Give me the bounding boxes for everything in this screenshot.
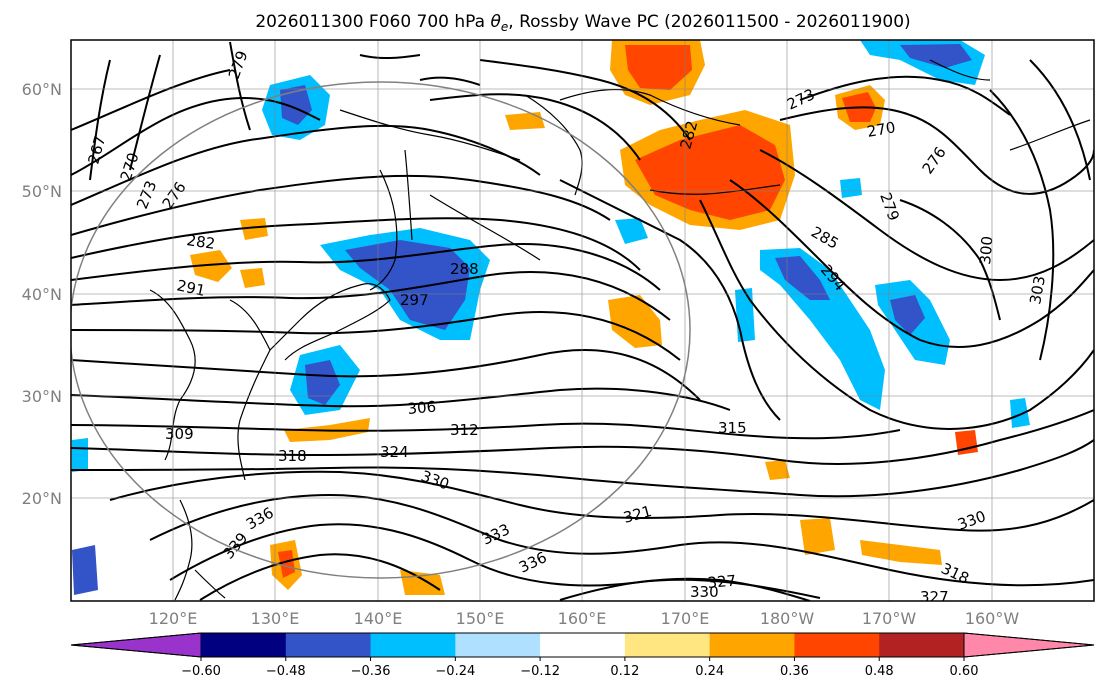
colorbar-tick-label: −0.48 (266, 664, 306, 679)
contour-label: 288 (450, 260, 479, 278)
colorbar-tick-label: −0.36 (351, 664, 391, 679)
contour-label: 300 (976, 235, 996, 265)
colorbar-bin (879, 633, 965, 657)
contour-label: 315 (718, 419, 747, 437)
lat-label: 60°N (22, 80, 62, 99)
map-panel: 279 267 270 273 276 282 291 288 297 306 … (70, 39, 1095, 606)
lat-label: 20°N (22, 489, 62, 508)
lon-label: 160°W (965, 609, 1020, 628)
lon-label: 130°E (251, 609, 300, 628)
longitude-labels: 120°E 130°E 140°E 150°E 160°E 170°E 180°… (149, 609, 1020, 628)
colorbar-bin (370, 633, 456, 657)
range-circle (71, 81, 691, 579)
colorbar-extend-high (963, 632, 1095, 658)
contour-label: 282 (185, 231, 216, 253)
contour-label: 324 (380, 443, 409, 461)
lon-label: 140°E (354, 609, 403, 628)
contour-label: 312 (450, 421, 479, 439)
colorbar-tick-label: −0.12 (520, 664, 560, 679)
contour-label: 327 (920, 588, 949, 606)
colorbar-extend-low (70, 632, 202, 658)
colorbar-bin (540, 633, 626, 657)
colorbar-tick-label: 0.60 (950, 664, 979, 679)
latitude-labels: 60°N 50°N 40°N 30°N 20°N (22, 80, 62, 508)
colorbar-bin (709, 633, 795, 657)
colorbar-tick-label: 0.12 (610, 664, 639, 679)
coastlines (149, 59, 1091, 601)
contour-label: 318 (278, 447, 307, 465)
map-frame (70, 39, 1095, 602)
contour-label: 309 (165, 425, 194, 443)
colorbar: −0.60 −0.48 −0.36 −0.24 −0.12 0.12 0.24 0.36 0.4… (70, 632, 1095, 679)
contour-label: 297 (400, 291, 429, 309)
colorbar-bin (794, 633, 880, 657)
colorbar-tick-label: 0.36 (780, 664, 809, 679)
contour-label: 306 (407, 398, 437, 418)
colorbar-tick-label: −0.60 (181, 664, 221, 679)
lon-label: 170°E (661, 609, 710, 628)
lat-label: 40°N (22, 285, 62, 304)
negative-anomaly-shading (72, 40, 1030, 595)
colorbar-tick-label: 0.48 (865, 664, 894, 679)
contour-label: 303 (1026, 274, 1049, 305)
colorbar-bin (624, 633, 711, 657)
colorbar-bin (201, 633, 287, 657)
colorbar-tick-label: 0.24 (695, 664, 724, 679)
figure-title: 2026011300 F060 700 hPa θe, Rossby Wave … (255, 12, 910, 34)
contour-label: 330 (690, 583, 719, 601)
lat-label: 50°N (22, 182, 62, 201)
lon-label: 150°E (456, 609, 505, 628)
colorbar-bin (285, 633, 372, 657)
lat-lon-grid (71, 40, 1094, 601)
lon-label: 170°W (862, 609, 917, 628)
contour-label: 327 (707, 572, 737, 592)
lon-label: 160°E (558, 609, 607, 628)
positive-anomaly-shading (190, 40, 978, 595)
colorbar-tick-label: −0.24 (435, 664, 475, 679)
lon-label: 120°E (149, 609, 198, 628)
lon-label: 180°W (760, 609, 815, 628)
lat-label: 30°N (22, 387, 62, 406)
map-background (71, 40, 1094, 601)
colorbar-bin (455, 633, 541, 657)
theta-e-contours (71, 41, 1094, 601)
